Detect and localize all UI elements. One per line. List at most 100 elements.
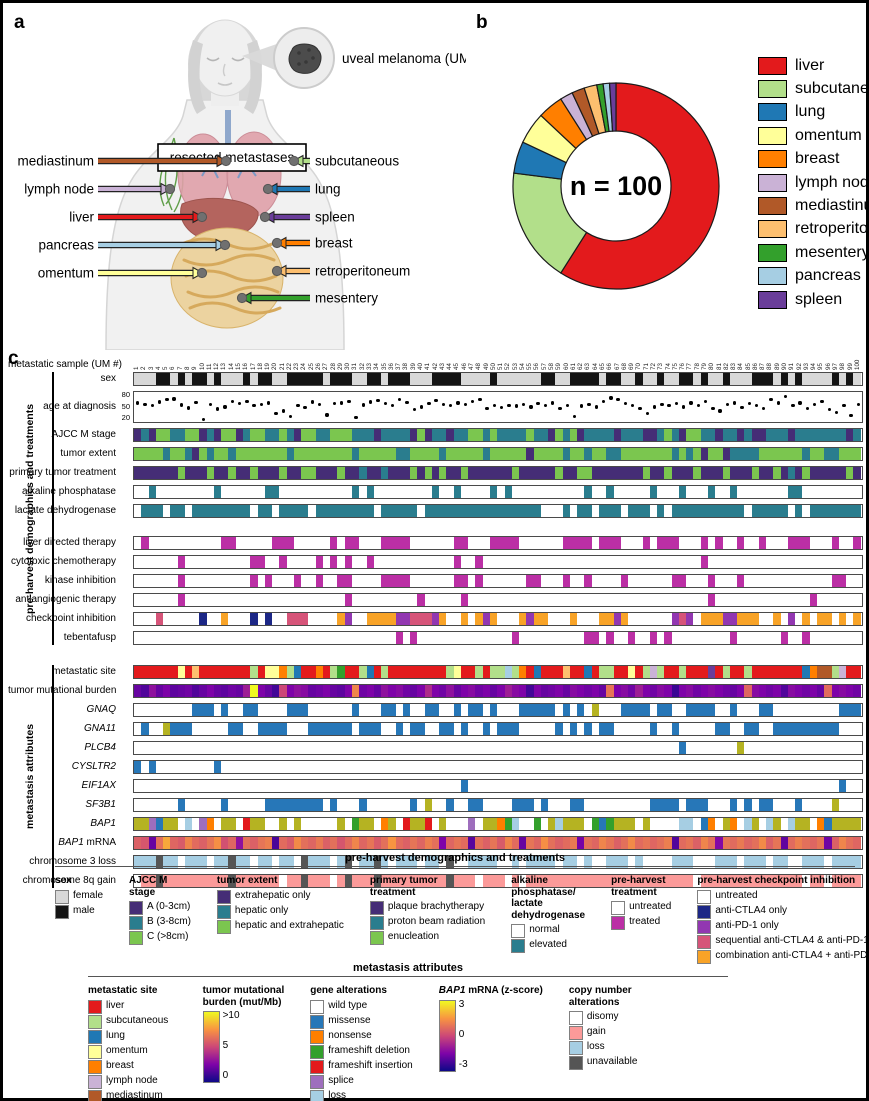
heatmap-cell (671, 818, 679, 830)
heatmap-cell (410, 799, 418, 811)
heatmap-cell (620, 429, 629, 441)
age-dot (303, 406, 307, 410)
heatmap-cell (381, 685, 389, 697)
heatmap-cell (766, 666, 774, 678)
sample-number: 17 (249, 363, 257, 370)
heatmap-cell (577, 556, 585, 568)
heatmap-cell (148, 685, 156, 697)
heatmap-cell (511, 556, 520, 568)
heatmap-cell (780, 799, 788, 811)
heatmap-cell (206, 575, 214, 587)
heatmap-cell (402, 594, 411, 606)
heatmap-cell (744, 704, 752, 716)
heatmap-cell (548, 856, 556, 868)
heatmap-cell (853, 373, 861, 385)
heatmap-cell (351, 575, 360, 587)
legend2-rule (88, 976, 728, 977)
heatmap-cell (686, 537, 694, 549)
heatmap-cell (838, 818, 847, 830)
heatmap-cell (373, 799, 382, 811)
heatmap-cell (533, 818, 541, 830)
heatmap-cell (439, 575, 447, 587)
heatmap-cell (286, 723, 294, 735)
heatmap-cell (657, 575, 665, 587)
heatmap-cell (577, 448, 585, 460)
heatmap-cell (693, 875, 701, 887)
heatmap-cell (417, 704, 425, 716)
legend-item-label: anti-CTLA4 only (715, 904, 788, 916)
heatmap-cell (315, 704, 323, 716)
heatmap-cell (141, 666, 149, 678)
heatmap-cell (482, 448, 491, 460)
heatmap-row-gnaq: GNAQ (8, 703, 863, 717)
heatmap-cell (242, 856, 251, 868)
heatmap-cell (344, 704, 352, 716)
age-dot (252, 404, 256, 408)
heatmap-cell (199, 875, 207, 887)
age-dot (267, 401, 271, 405)
heatmap-cell (301, 537, 309, 549)
heatmap-cell (533, 575, 541, 587)
heatmap-cell (257, 742, 265, 754)
heatmap-cell (286, 373, 294, 385)
heatmap-cell (490, 780, 498, 792)
heatmap-cell (504, 505, 512, 517)
metastasis-dot (288, 155, 300, 167)
arrow-retroperitoneum (271, 264, 310, 278)
heatmap-cell (417, 742, 425, 754)
heatmap-cell (315, 666, 323, 678)
heatmap-cell (809, 761, 817, 773)
heatmap-cell (199, 723, 207, 735)
heatmap-cell (533, 486, 541, 498)
heatmap-cell (686, 685, 694, 697)
heatmap-cell (795, 373, 803, 385)
heatmap-cell (163, 632, 171, 644)
heatmap-cell (642, 467, 650, 479)
heatmap-cell (381, 780, 389, 792)
heatmap-cell (446, 448, 454, 460)
heatmap-cell (853, 632, 861, 644)
heatmap-cell (533, 537, 541, 549)
heatmap-cell (177, 723, 185, 735)
legend-item-label: enucleation (387, 931, 440, 942)
heatmap-cell (809, 505, 817, 517)
heatmap-cell (155, 467, 164, 479)
heatmap-cell (482, 875, 491, 887)
legend-swatch (310, 999, 325, 1014)
heatmap-cell (242, 799, 251, 811)
heatmap-cell (599, 429, 607, 441)
heatmap-cell (737, 537, 745, 549)
heatmap-cell (686, 632, 694, 644)
panel-b-tag: b (476, 12, 488, 33)
heatmap-cell (170, 799, 178, 811)
heatmap-cell (577, 505, 585, 517)
heatmap-cell (192, 575, 200, 587)
heatmap-cell (737, 723, 745, 735)
heatmap-cell (192, 818, 200, 830)
heatmap-cell (664, 818, 672, 830)
heatmap-cell (599, 780, 607, 792)
heatmap-cell (649, 837, 658, 849)
heatmap-cell (758, 632, 767, 644)
legend-item: hepatic and extrahepatic (216, 919, 344, 934)
heatmap-cell (737, 448, 745, 460)
heatmap-cell (257, 780, 265, 792)
heatmap-cell (758, 837, 767, 849)
heatmap-cell (315, 875, 323, 887)
heatmap-cell (206, 467, 214, 479)
heatmap-cell (279, 632, 287, 644)
heatmap-cell (337, 723, 345, 735)
heatmap-cell (722, 780, 730, 792)
heatmap-cell (824, 575, 832, 587)
heatmap-cell (163, 742, 171, 754)
heatmap-cell (134, 685, 142, 697)
row-cells-liver_directed (133, 536, 863, 550)
heatmap-cell (134, 632, 142, 644)
age-dot (427, 402, 431, 406)
heatmap-cell (642, 594, 650, 606)
heatmap-cell (242, 761, 251, 773)
heatmap-cell (787, 467, 796, 479)
heatmap-cell (148, 613, 156, 625)
heatmap-cell (809, 467, 817, 479)
heatmap-cell (250, 742, 258, 754)
